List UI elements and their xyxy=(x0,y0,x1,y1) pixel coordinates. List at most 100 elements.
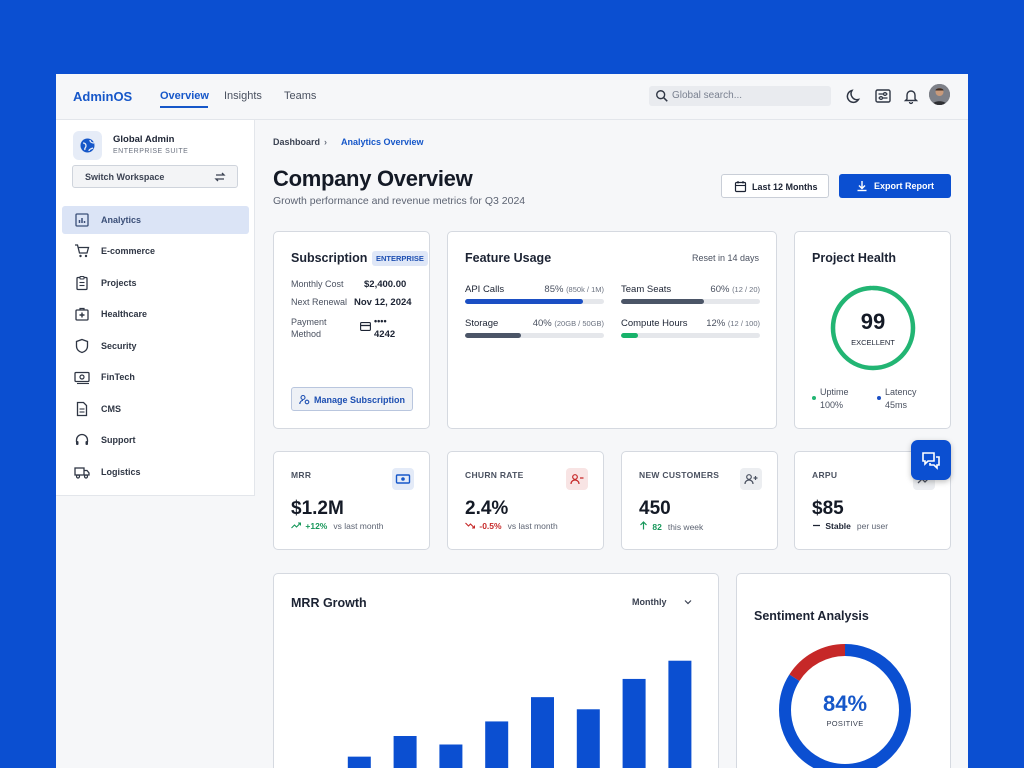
search-icon xyxy=(656,90,668,102)
export-report-button[interactable]: Export Report xyxy=(839,174,951,198)
health-ring xyxy=(830,285,916,371)
mrr-growth-title: MRR Growth xyxy=(291,596,367,610)
user-add-icon xyxy=(740,468,762,490)
usage-bar-track xyxy=(465,299,604,304)
usage-value: 40% (20GB / 50GB) xyxy=(532,318,604,329)
export-report-label: Export Report xyxy=(874,181,935,191)
chevron-down-icon[interactable] xyxy=(683,598,693,606)
kpi-card-new-customers: NEW CUSTOMERS 450 82 this week xyxy=(621,451,778,550)
kpi-delta: 82 xyxy=(652,522,662,532)
monthly-cost-label: Monthly Cost xyxy=(291,279,344,289)
kpi-value: $85 xyxy=(812,498,844,519)
kpi-card-mrr: MRR $1.2M +12% vs last month xyxy=(273,451,430,550)
mrr-growth-card: MRR Growth Monthly xyxy=(273,573,719,768)
feature-usage-title: Feature Usage xyxy=(465,251,552,265)
app-window: AdminOS Overview Insights Teams Global s… xyxy=(56,74,968,768)
mrr-bar[interactable] xyxy=(531,697,554,768)
mrr-bar[interactable] xyxy=(347,756,371,768)
period-select[interactable]: Monthly xyxy=(632,597,667,607)
sidebar-item-label: Projects xyxy=(101,278,137,288)
app-logo[interactable]: AdminOS xyxy=(73,89,133,104)
usage-value: 12% (12 / 100) xyxy=(706,318,760,329)
usage-name: Compute Hours xyxy=(621,318,688,329)
sidebar-item-healthcare[interactable]: Healthcare xyxy=(62,300,249,328)
manage-subscription-button[interactable]: Manage Subscription xyxy=(291,387,413,411)
mrr-bar[interactable] xyxy=(439,744,463,768)
sidebar-item-logistics[interactable]: Logistics xyxy=(62,458,249,486)
sidebar-item-security[interactable]: Security xyxy=(62,332,249,360)
shield-icon xyxy=(75,338,89,354)
breadcrumb-chevron-icon: › xyxy=(324,137,327,147)
tab-insights[interactable]: Insights xyxy=(224,90,262,102)
usage-name: Team Seats xyxy=(621,284,672,295)
kpi-delta: -0.5% xyxy=(479,521,502,531)
card-mask: •••• xyxy=(374,316,387,326)
renewal-value: Nov 12, 2024 xyxy=(354,297,412,308)
usage-bar-fill xyxy=(465,299,584,304)
globe-icon xyxy=(80,138,95,153)
medical-kit-icon xyxy=(75,307,89,321)
usage-reset-text: Reset in 14 days xyxy=(691,253,759,263)
mrr-bar[interactable] xyxy=(576,709,600,768)
bell-icon[interactable] xyxy=(902,87,920,105)
tab-teams[interactable]: Teams xyxy=(284,90,317,102)
sidebar-item-label: Support xyxy=(101,435,136,445)
renewal-label: Next Renewal xyxy=(291,297,348,307)
sentiment-value: 84% xyxy=(822,691,868,716)
swap-arrows-icon xyxy=(214,172,226,182)
mrr-bar[interactable] xyxy=(393,736,417,768)
kpi-delta-row: +12% vs last month xyxy=(291,521,383,531)
sidebar-item-label: CMS xyxy=(101,404,121,414)
workspace-avatar xyxy=(73,131,102,160)
feature-usage-card: Feature Usage Reset in 14 days API Calls… xyxy=(447,231,777,429)
card-last4: 4242 xyxy=(374,329,396,340)
breadcrumb-root[interactable]: Dashboard xyxy=(273,137,321,147)
sliders-icon[interactable] xyxy=(874,87,892,105)
kpi-caption: this week xyxy=(667,522,704,532)
kpi-label: CHURN RATE xyxy=(465,470,524,480)
document-icon xyxy=(76,401,88,417)
chat-button[interactable] xyxy=(911,440,951,480)
sidebar-item-label: Security xyxy=(101,341,137,351)
cash-icon xyxy=(392,468,414,490)
mrr-bar[interactable] xyxy=(622,678,646,768)
kpi-delta: Stable xyxy=(825,521,851,531)
sidebar-item-fintech[interactable]: FinTech xyxy=(62,363,249,391)
sentiment-title: Sentiment Analysis xyxy=(754,609,869,623)
switch-workspace-button[interactable]: Switch Workspace xyxy=(72,165,238,188)
sidebar-item-cms[interactable]: CMS xyxy=(62,395,249,423)
sidebar: Global Admin ENTERPRISE SUITE Switch Wor… xyxy=(56,120,255,496)
download-icon xyxy=(857,181,867,192)
search-input[interactable]: Global search... xyxy=(649,86,831,106)
sidebar-item-analytics[interactable]: Analytics xyxy=(62,206,249,234)
mrr-bar[interactable] xyxy=(668,660,692,768)
plan-badge: ENTERPRISE xyxy=(372,251,428,266)
usage-bar-fill xyxy=(621,299,705,304)
calendar-icon xyxy=(734,181,747,193)
headset-icon xyxy=(75,433,89,445)
active-tab-indicator xyxy=(160,106,208,108)
payment-label-line2: Method xyxy=(291,329,322,339)
tab-overview[interactable]: Overview xyxy=(160,90,209,102)
kpi-card-churn: CHURN RATE 2.4% -0.5% vs last month xyxy=(447,451,604,550)
subscription-title: Subscription xyxy=(291,251,368,265)
kpi-caption: vs last month xyxy=(333,521,384,531)
moon-icon[interactable] xyxy=(846,87,864,105)
latency-label: Latency xyxy=(885,387,917,397)
date-range-label: Last 12 Months xyxy=(752,182,818,192)
usage-bar-fill xyxy=(465,333,521,338)
sidebar-item-projects[interactable]: Projects xyxy=(62,269,249,297)
sidebar-item-label: Analytics xyxy=(101,215,142,225)
sidebar-item-ecommerce[interactable]: E-commerce xyxy=(62,237,249,265)
uptime-label: Uptime xyxy=(820,387,849,397)
date-range-button[interactable]: Last 12 Months xyxy=(721,174,829,198)
usage-bar-track xyxy=(465,333,604,338)
mrr-bar[interactable] xyxy=(485,721,509,768)
kpi-value: 450 xyxy=(639,498,671,519)
chart-icon xyxy=(75,213,89,227)
sidebar-item-support[interactable]: Support xyxy=(62,426,249,454)
avatar[interactable] xyxy=(929,84,950,105)
sidebar-item-label: Logistics xyxy=(101,467,141,477)
kpi-delta-row: Stable per user xyxy=(812,521,888,531)
kpi-delta-row: -0.5% vs last month xyxy=(465,521,558,531)
